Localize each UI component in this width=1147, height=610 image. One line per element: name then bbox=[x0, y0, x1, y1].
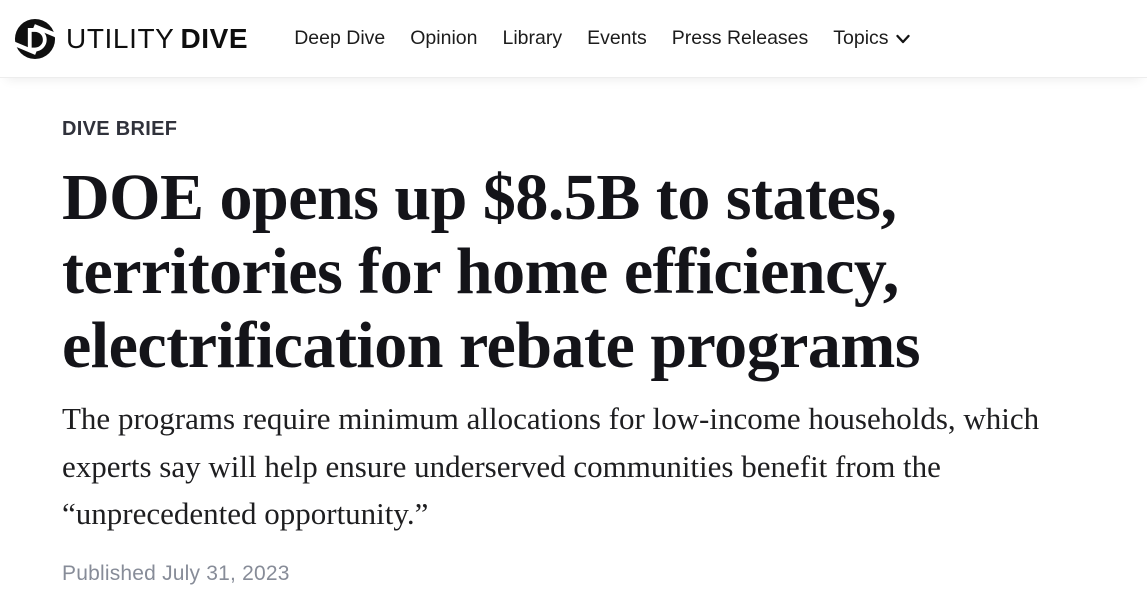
utility-dive-d-icon bbox=[14, 18, 56, 59]
wordmark-utility: UTILITY bbox=[66, 22, 175, 54]
published-date: Published July 31, 2023 bbox=[62, 561, 290, 585]
chevron-down-icon bbox=[895, 27, 910, 50]
site-header: UTILITY DIVE Deep Dive Opinion Library Ev… bbox=[0, 0, 1147, 78]
wordmark: UTILITY DIVE bbox=[66, 23, 248, 55]
nav-item-opinion[interactable]: Opinion bbox=[410, 27, 478, 49]
nav-item-deep-dive[interactable]: Deep Dive bbox=[294, 27, 386, 49]
main-nav: Deep Dive Opinion Library Events Press R… bbox=[294, 27, 910, 50]
article-main: DIVE BRIEF DOE opens up $8.5B to states,… bbox=[0, 118, 1147, 586]
article-kicker: DIVE BRIEF bbox=[62, 118, 178, 140]
nav-item-events[interactable]: Events bbox=[587, 27, 647, 49]
nav-item-topics-label: Topics bbox=[833, 27, 889, 49]
deck-line: experts say will help ensure underserved… bbox=[62, 448, 941, 484]
headline-line: electrification rebate programs bbox=[62, 309, 921, 382]
headline-line: territories for home efficiency, bbox=[62, 235, 899, 308]
article-deck: The programs require minimum allocations… bbox=[62, 395, 1122, 538]
deck-line: The programs require minimum allocations… bbox=[62, 401, 1040, 436]
deck-line: “unprecedented opportunity.” bbox=[62, 496, 429, 531]
headline-line: DOE opens up $8.5B to states, bbox=[62, 161, 897, 234]
nav-item-library[interactable]: Library bbox=[502, 27, 563, 49]
nav-item-press-releases[interactable]: Press Releases bbox=[671, 27, 809, 49]
nav-item-topics[interactable]: Topics bbox=[833, 27, 910, 50]
utility-dive-logo[interactable]: UTILITY DIVE bbox=[14, 18, 248, 60]
wordmark-dive: DIVE bbox=[180, 22, 249, 54]
article-headline: DOE opens up $8.5B to states, territorie… bbox=[62, 161, 1122, 383]
